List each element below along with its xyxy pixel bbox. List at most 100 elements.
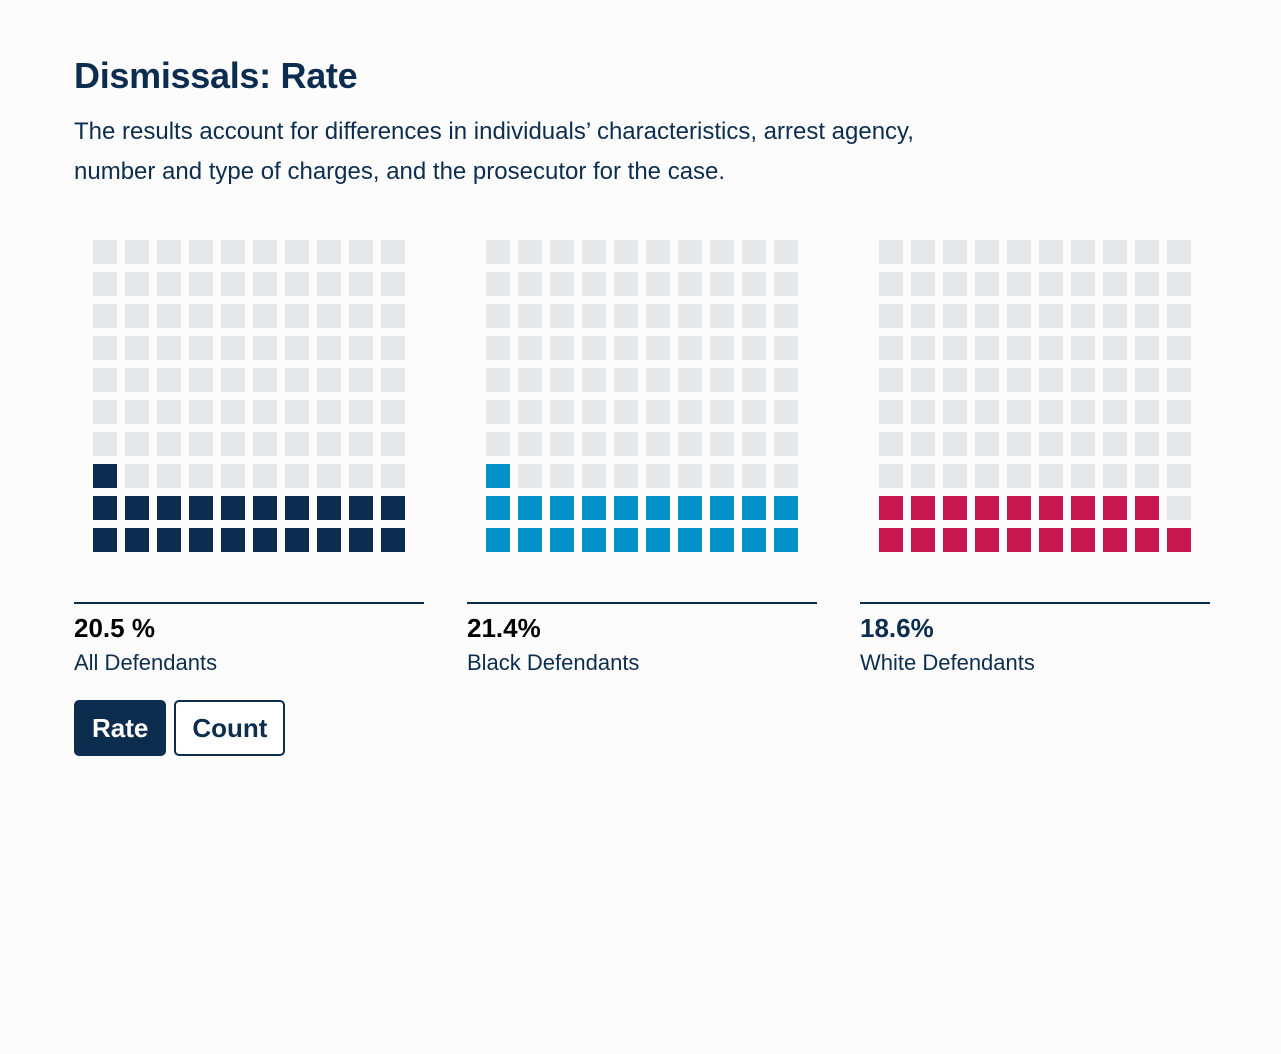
waffle-square-filled bbox=[879, 496, 903, 520]
waffle-square-empty bbox=[1135, 464, 1159, 488]
waffle-square-empty bbox=[1167, 432, 1191, 456]
waffle-square-empty bbox=[879, 304, 903, 328]
waffle-square-filled bbox=[1103, 496, 1127, 520]
waffle-square-empty bbox=[582, 432, 606, 456]
waffle-square-empty bbox=[943, 272, 967, 296]
waffle-square-empty bbox=[1039, 304, 1063, 328]
waffle-square-empty bbox=[742, 304, 766, 328]
waffle-square-empty bbox=[943, 336, 967, 360]
waffle-square-empty bbox=[646, 272, 670, 296]
waffle-square-empty bbox=[742, 464, 766, 488]
waffle-square-empty bbox=[93, 368, 117, 392]
waffle-square-empty bbox=[253, 432, 277, 456]
waffle-square-empty bbox=[582, 400, 606, 424]
metric-toggle: Rate Count bbox=[74, 700, 286, 756]
waffle-square-filled bbox=[486, 496, 510, 520]
waffle-square-filled bbox=[678, 496, 702, 520]
waffle-square-empty bbox=[550, 272, 574, 296]
waffle-square-filled bbox=[911, 528, 935, 552]
waffle-square-empty bbox=[253, 272, 277, 296]
count-button[interactable]: Count bbox=[174, 700, 286, 756]
waffle-square-empty bbox=[1135, 304, 1159, 328]
waffle-square-empty bbox=[1135, 368, 1159, 392]
waffle-square-filled bbox=[93, 528, 117, 552]
waffle-square-empty bbox=[285, 240, 309, 264]
waffle-square-empty bbox=[582, 336, 606, 360]
waffle-black-defendants bbox=[486, 240, 798, 552]
waffle-square-filled bbox=[646, 496, 670, 520]
waffle-square-empty bbox=[381, 368, 405, 392]
waffle-square-filled bbox=[1071, 496, 1095, 520]
waffle-square-filled bbox=[1039, 528, 1063, 552]
waffle-square-empty bbox=[1103, 272, 1127, 296]
waffle-square-filled bbox=[1039, 496, 1063, 520]
waffle-square-empty bbox=[646, 464, 670, 488]
waffle-square-empty bbox=[1071, 336, 1095, 360]
waffle-square-empty bbox=[125, 464, 149, 488]
chart-page: Dismissals: Rate The results account for… bbox=[74, 54, 1214, 756]
waffle-square-empty bbox=[1103, 240, 1127, 264]
waffle-square-empty bbox=[349, 336, 373, 360]
waffle-square-empty bbox=[518, 240, 542, 264]
waffle-square-filled bbox=[486, 464, 510, 488]
waffle-square-filled bbox=[911, 496, 935, 520]
waffle-square-empty bbox=[678, 240, 702, 264]
waffle-square-empty bbox=[943, 464, 967, 488]
waffle-square-empty bbox=[975, 368, 999, 392]
waffle-square-filled bbox=[381, 528, 405, 552]
waffle-square-filled bbox=[189, 496, 213, 520]
waffle-square-empty bbox=[614, 240, 638, 264]
waffle-square-empty bbox=[518, 368, 542, 392]
waffle-square-empty bbox=[742, 336, 766, 360]
waffle-square-empty bbox=[710, 304, 734, 328]
waffle-square-empty bbox=[1071, 304, 1095, 328]
waffle-square-empty bbox=[221, 432, 245, 456]
waffle-square-empty bbox=[1071, 432, 1095, 456]
divider bbox=[467, 602, 817, 604]
waffle-square-empty bbox=[518, 272, 542, 296]
waffle-square-empty bbox=[1007, 240, 1031, 264]
waffle-square-empty bbox=[975, 240, 999, 264]
waffle-square-empty bbox=[550, 432, 574, 456]
waffle-square-empty bbox=[1135, 432, 1159, 456]
waffle-square-filled bbox=[550, 528, 574, 552]
waffle-square-empty bbox=[1071, 400, 1095, 424]
waffle-square-empty bbox=[582, 240, 606, 264]
waffle-square-empty bbox=[486, 368, 510, 392]
waffle-square-empty bbox=[518, 464, 542, 488]
waffle-square-empty bbox=[550, 400, 574, 424]
waffle-square-empty bbox=[253, 464, 277, 488]
waffle-square-filled bbox=[221, 528, 245, 552]
waffle-square-empty bbox=[486, 240, 510, 264]
waffle-square-empty bbox=[943, 432, 967, 456]
waffle-square-empty bbox=[710, 336, 734, 360]
waffle-square-filled bbox=[253, 496, 277, 520]
panel-black-defendants: 21.4% Black Defendants bbox=[467, 240, 817, 675]
waffle-square-empty bbox=[911, 368, 935, 392]
waffle-square-filled bbox=[1135, 528, 1159, 552]
waffle-square-empty bbox=[317, 368, 341, 392]
waffle-square-filled bbox=[221, 496, 245, 520]
waffle-square-empty bbox=[774, 336, 798, 360]
waffle-square-filled bbox=[614, 528, 638, 552]
waffle-square-empty bbox=[93, 432, 117, 456]
rate-button[interactable]: Rate bbox=[74, 700, 167, 756]
waffle-square-empty bbox=[349, 272, 373, 296]
waffle-square-empty bbox=[125, 432, 149, 456]
waffle-square-empty bbox=[911, 432, 935, 456]
waffle-square-empty bbox=[911, 400, 935, 424]
waffle-square-empty bbox=[879, 464, 903, 488]
waffle-square-empty bbox=[1103, 368, 1127, 392]
waffle-square-empty bbox=[1103, 464, 1127, 488]
waffle-square-empty bbox=[381, 272, 405, 296]
waffle-square-empty bbox=[1007, 400, 1031, 424]
waffle-square-empty bbox=[614, 464, 638, 488]
waffle-square-empty bbox=[911, 336, 935, 360]
waffle-square-empty bbox=[879, 432, 903, 456]
waffle-square-empty bbox=[253, 240, 277, 264]
waffle-square-empty bbox=[157, 272, 181, 296]
waffle-square-empty bbox=[349, 368, 373, 392]
waffle-square-empty bbox=[1039, 368, 1063, 392]
waffle-square-empty bbox=[317, 464, 341, 488]
waffle-square-empty bbox=[317, 336, 341, 360]
